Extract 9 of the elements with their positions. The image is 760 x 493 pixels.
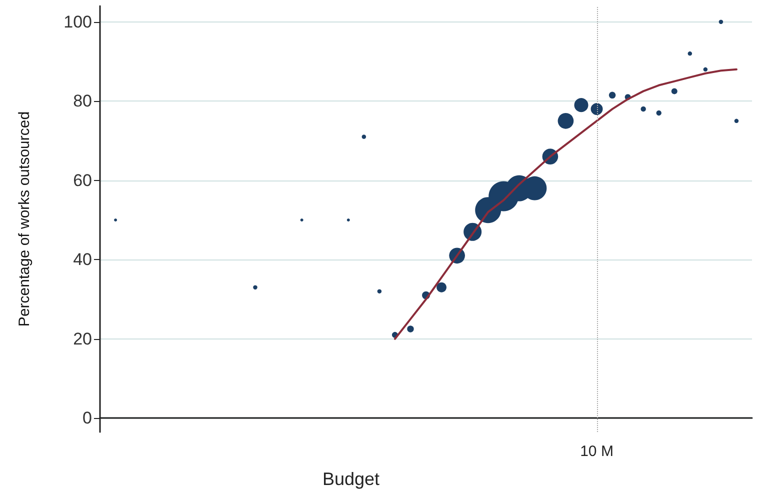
x-axis-title: Budget bbox=[322, 469, 380, 489]
y-tick-label: 80 bbox=[73, 92, 92, 111]
text: 10 M bbox=[580, 443, 614, 460]
y-tick-label: 20 bbox=[73, 329, 92, 348]
y-axis-title: Percentage of works outsourced bbox=[16, 111, 33, 327]
y-tick-label: 60 bbox=[73, 170, 92, 190]
y-tick-label: 40 bbox=[73, 250, 92, 270]
y-tick-label: 0 bbox=[82, 408, 92, 428]
y-tick-label: 100 bbox=[64, 12, 92, 32]
